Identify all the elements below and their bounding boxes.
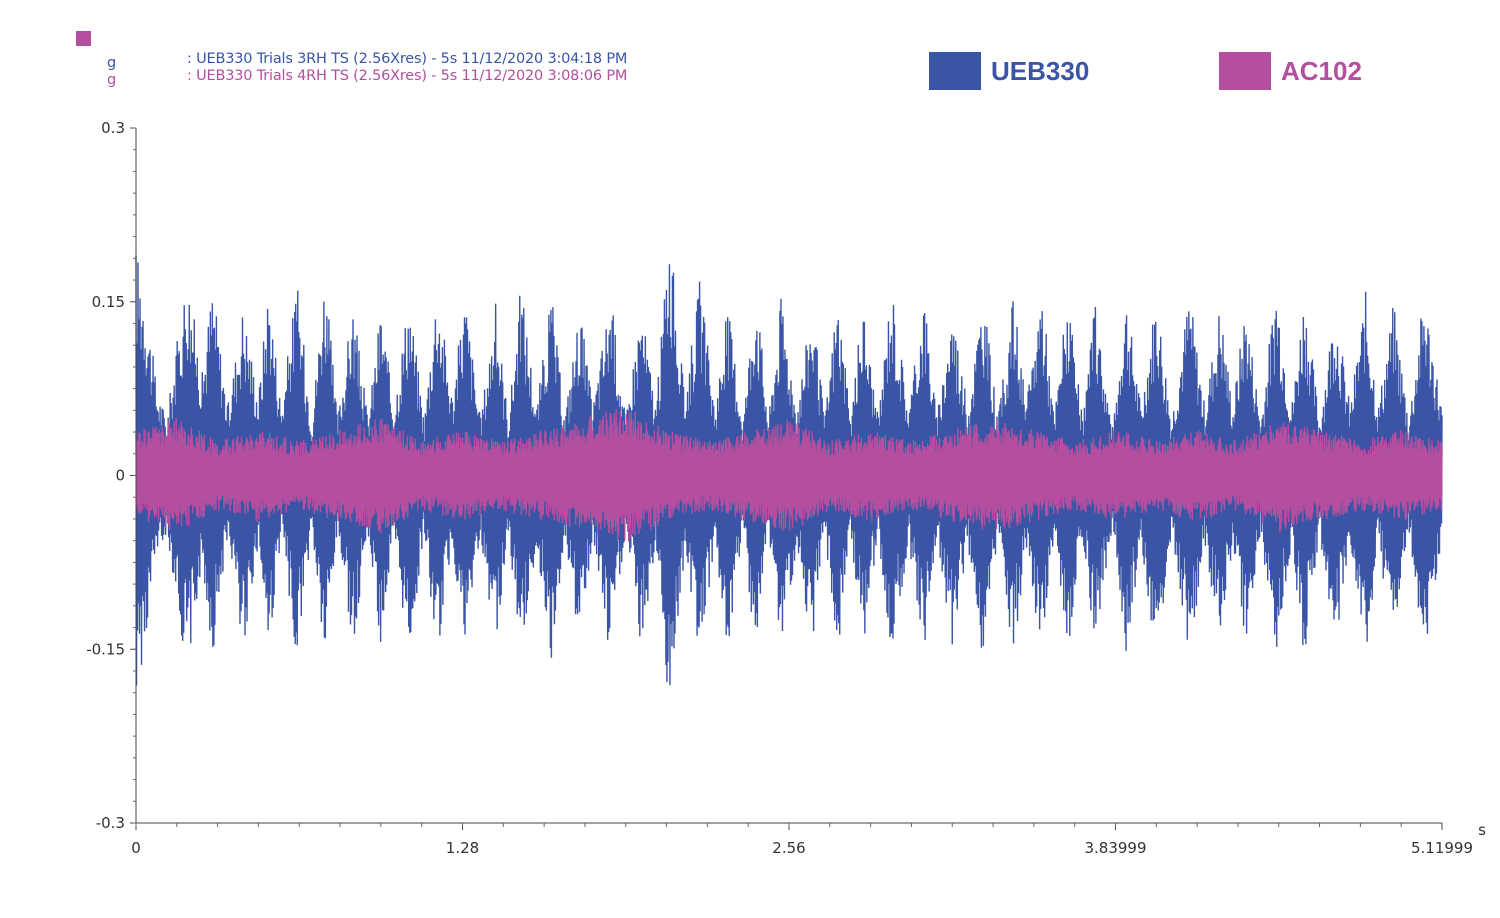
legend-label-ac102: AC102 [1281,56,1362,86]
y-tick-label: -0.15 [86,640,125,658]
x-tick-label: 2.56 [772,839,805,857]
header-desc-1: : UEB330 Trials 3RH TS (2.56Xres) - 5s 1… [187,51,628,67]
header-unit-2: g [107,72,117,88]
y-tick-label: -0.3 [96,814,125,832]
series-ac102-line [135,409,1443,542]
y-tick-label: 0.15 [92,293,125,311]
legend-swatch-ueb330 [929,52,981,90]
header-unit-1: g [107,55,117,71]
legend-swatch-ac102 [1219,52,1271,90]
x-axis-unit: s [1478,821,1486,839]
y-tick-label: 0 [115,467,125,485]
x-tick-label: 5.11999 [1411,839,1473,857]
header-desc-2: : UEB330 Trials 4RH TS (2.56Xres) - 5s 1… [187,68,628,84]
legend-label-ueb330: UEB330 [991,56,1090,86]
x-tick-label: 1.28 [446,839,479,857]
series-marker-icon [76,31,91,46]
x-tick-label: 0 [131,839,141,857]
y-tick-label: 0.3 [101,119,125,137]
x-tick-label: 3.83999 [1084,839,1146,857]
